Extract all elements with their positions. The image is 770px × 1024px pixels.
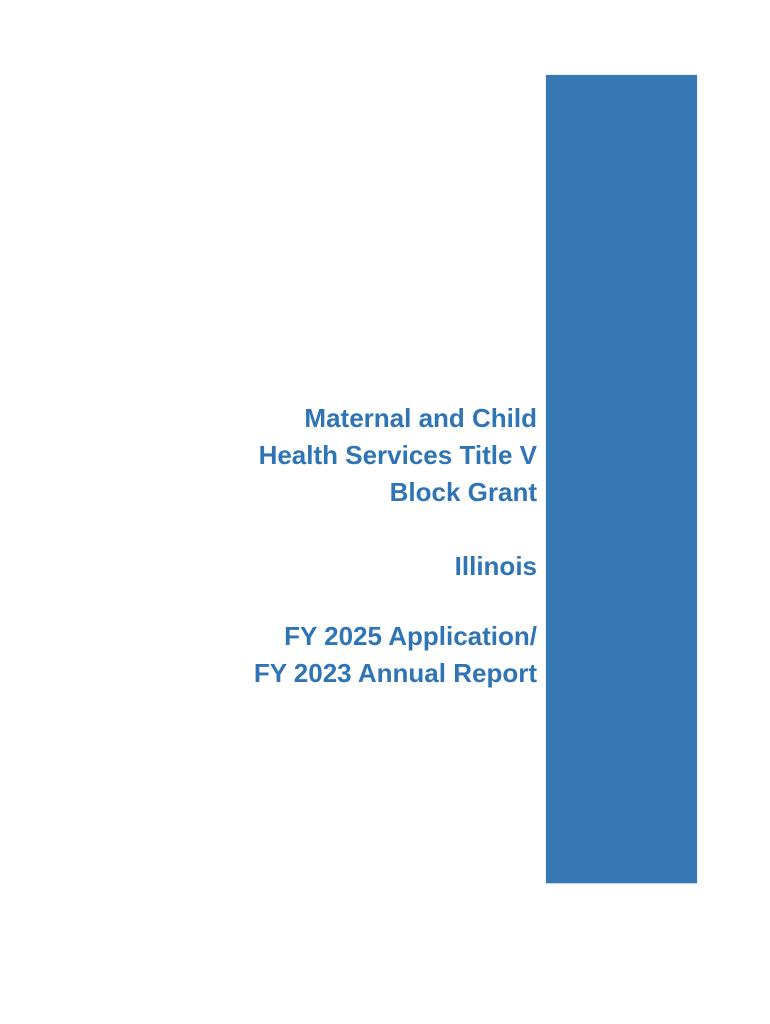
- program-title: Maternal and Child Health Services Title…: [258, 403, 537, 507]
- cover-title-block: Maternal and Child Health Services Title…: [254, 400, 537, 692]
- report-period: FY 2025 Application/ FY 2023 Annual Repo…: [253, 621, 537, 688]
- state-name: Illinois: [454, 551, 537, 581]
- cover-accent-bar: [546, 75, 697, 883]
